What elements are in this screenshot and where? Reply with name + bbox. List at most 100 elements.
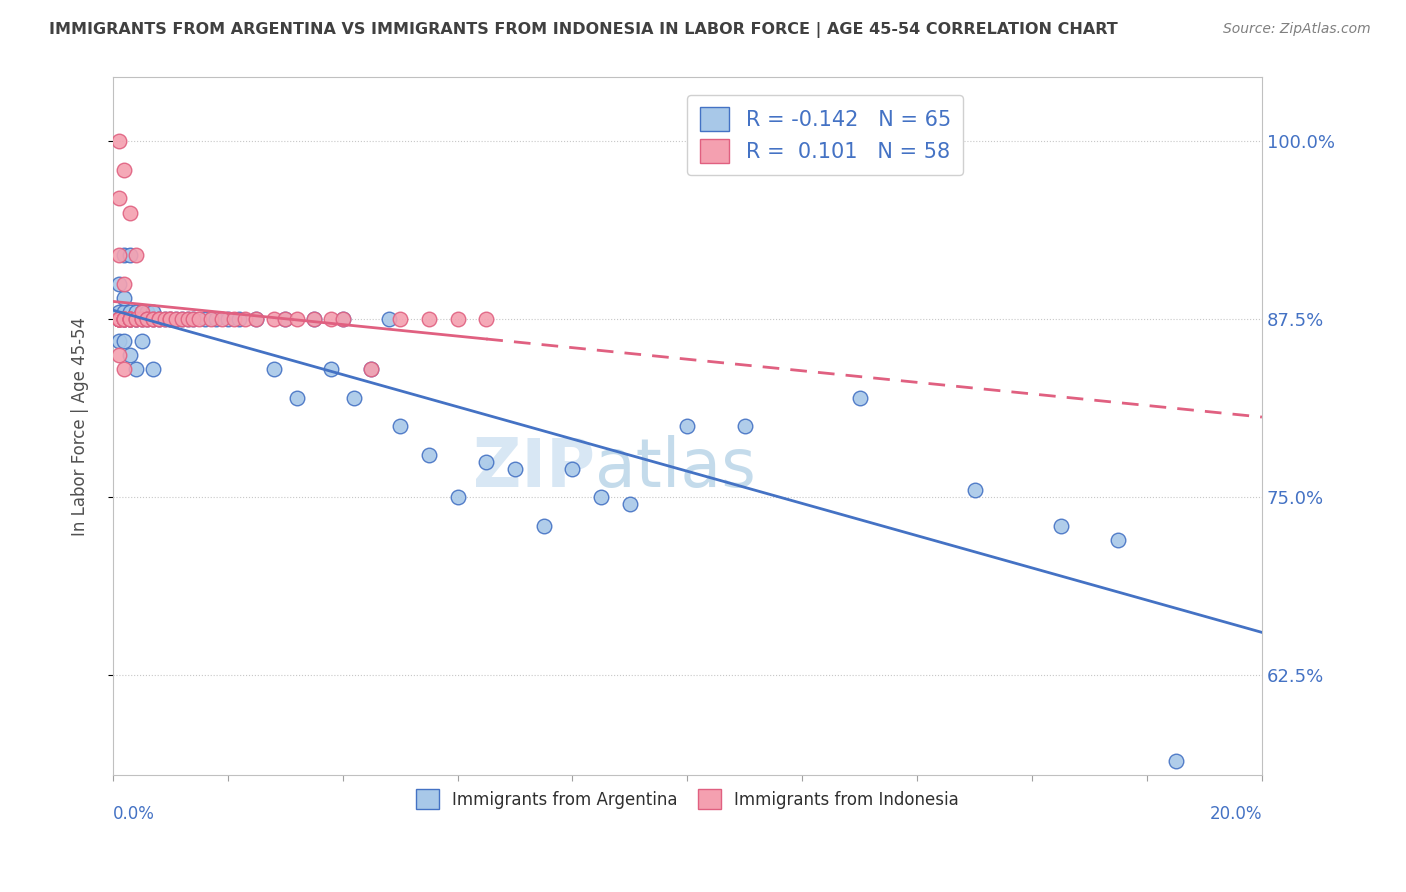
Text: 20.0%: 20.0% [1209,805,1263,823]
Point [112,291,135,305]
Point [107,312,129,326]
Point [181,312,204,326]
Point [120,312,142,326]
Point [120,312,142,326]
Point [120,205,142,219]
Point [446,312,468,326]
Point [107,348,129,362]
Point [418,312,440,326]
Point [107,312,129,326]
Point [142,312,165,326]
Point [107,312,129,326]
Point [389,419,412,434]
Point [159,312,181,326]
Point [285,391,308,405]
Point [245,312,267,326]
Point [418,448,440,462]
Point [159,312,181,326]
Point [120,248,142,262]
Point [165,312,187,326]
Point [148,312,170,326]
Text: ZIP: ZIP [474,435,596,501]
Point [274,312,297,326]
Point [360,362,382,376]
Point [131,312,153,326]
Point [217,312,239,326]
Point [107,334,129,348]
Point [148,312,170,326]
Y-axis label: In Labor Force | Age 45-54: In Labor Force | Age 45-54 [72,317,89,536]
Point [591,491,613,505]
Point [125,312,148,326]
Point [148,312,170,326]
Point [142,305,165,319]
Point [131,312,153,326]
Point [142,312,165,326]
Point [153,312,176,326]
Point [188,312,211,326]
Text: Source: ZipAtlas.com: Source: ZipAtlas.com [1223,22,1371,37]
Point [343,391,366,405]
Text: atlas: atlas [596,435,756,501]
Point [125,312,148,326]
Point [112,277,135,291]
Point [321,312,343,326]
Point [377,312,399,326]
Point [181,312,204,326]
Legend: Immigrants from Argentina, Immigrants from Indonesia: Immigrants from Argentina, Immigrants fr… [409,783,966,815]
Point [263,362,285,376]
Point [120,312,142,326]
Point [1107,533,1129,547]
Point [107,305,129,319]
Point [120,312,142,326]
Text: 0.0%: 0.0% [112,805,155,823]
Point [112,312,135,326]
Point [233,312,256,326]
Point [112,312,135,326]
Point [285,312,308,326]
Point [107,312,129,326]
Point [136,312,159,326]
Point [360,362,382,376]
Point [112,362,135,376]
Point [107,312,129,326]
Point [332,312,354,326]
Point [676,419,699,434]
Point [120,348,142,362]
Point [107,312,129,326]
Point [263,312,285,326]
Point [107,191,129,205]
Point [112,163,135,178]
Point [176,312,198,326]
Point [159,312,181,326]
Point [205,312,228,326]
Point [107,312,129,326]
Point [194,312,217,326]
Point [170,312,193,326]
Point [475,455,498,469]
Point [120,312,142,326]
Point [125,248,148,262]
Point [170,312,193,326]
Point [112,312,135,326]
Point [1164,754,1187,768]
Point [302,312,325,326]
Point [321,362,343,376]
Point [533,518,555,533]
Point [112,312,135,326]
Point [131,305,153,319]
Point [107,277,129,291]
Point [131,334,153,348]
Point [112,305,135,319]
Point [274,312,297,326]
Point [131,312,153,326]
Point [1049,518,1071,533]
Point [153,312,176,326]
Point [107,248,129,262]
Point [963,483,986,498]
Point [332,312,354,326]
Point [475,312,498,326]
Point [131,305,153,319]
Point [619,498,641,512]
Text: IMMIGRANTS FROM ARGENTINA VS IMMIGRANTS FROM INDONESIA IN LABOR FORCE | AGE 45-5: IMMIGRANTS FROM ARGENTINA VS IMMIGRANTS … [49,22,1118,38]
